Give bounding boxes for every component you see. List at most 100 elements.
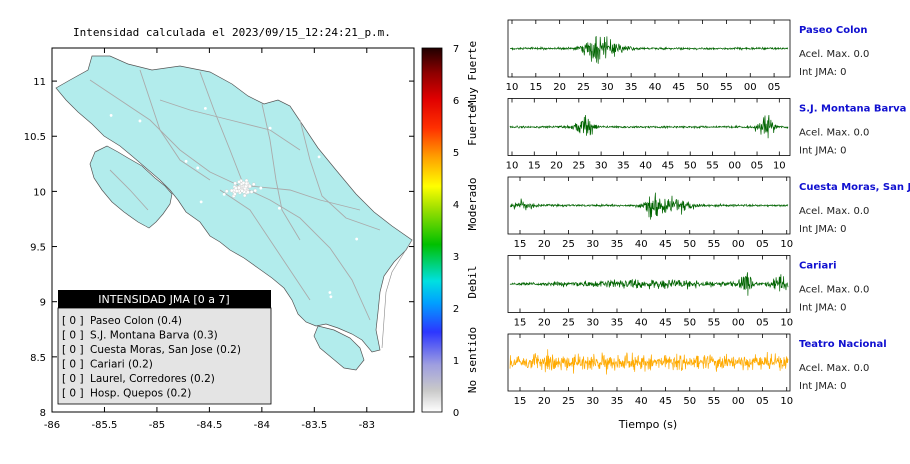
station-point <box>249 190 254 194</box>
station-jma: Int JMA: 0 <box>799 303 847 314</box>
waveform-panel: 15 20 25 30 35 40 45 50 55 00 05 10 Cuesta Moras, Sa… <box>507 176 910 250</box>
colorbar-tick-label: 2 <box>453 304 459 315</box>
station-point <box>110 281 114 285</box>
station-point <box>240 189 244 193</box>
waveform-trace <box>509 114 789 139</box>
station-point <box>229 188 234 193</box>
station-point <box>355 338 359 341</box>
station-accel: Acel. Max. 0.0 <box>799 285 869 296</box>
station-point <box>278 296 282 300</box>
station-point <box>234 189 239 193</box>
station-jma: Int JMA: 0 <box>799 146 847 157</box>
waveform-tick-label: 35 <box>625 82 638 93</box>
waveform-tick-label: 55 <box>708 396 721 407</box>
station-point <box>342 137 346 141</box>
waveform-tick-label: 00 <box>728 161 741 172</box>
waveform-tick-label: 55 <box>720 82 733 93</box>
waveform-tick-label: 30 <box>595 161 608 172</box>
station-point <box>262 89 266 92</box>
waveform-tick-label: 30 <box>586 239 599 250</box>
station-point <box>259 186 263 190</box>
station-accel: Acel. Max. 0.0 <box>799 128 869 139</box>
station-point <box>203 106 207 110</box>
waveform-tick-label: 40 <box>635 239 648 250</box>
map-y-tick-label: 11 <box>33 77 46 88</box>
waveform-tick-label: 10 <box>506 82 519 93</box>
station-point <box>180 284 184 288</box>
waveform-tick-label: 05 <box>751 161 764 172</box>
waveform-trace <box>509 35 788 64</box>
waveform-tick-label: 20 <box>538 318 551 329</box>
legend-entry-label: Paseo Colon (0.4) <box>90 315 182 327</box>
waveform-tick-label: 30 <box>601 82 614 93</box>
legend-entry-level: [ 0 ] <box>62 344 84 356</box>
station-point <box>260 283 263 287</box>
colorbar-tick-label: 6 <box>453 96 459 107</box>
station-point <box>244 178 249 183</box>
road-line <box>249 185 361 211</box>
waveform-tick-label: 00 <box>732 318 745 329</box>
road-line <box>109 169 149 211</box>
nicoya-peninsula-land <box>89 145 173 229</box>
station-name: Teatro Nacional <box>799 339 887 350</box>
map-y-tick-label: 10.5 <box>24 132 46 143</box>
waveform-tick-label: 55 <box>708 318 721 329</box>
station-point <box>355 237 359 241</box>
waveform-trace <box>509 272 789 296</box>
waveform-panel: 15 20 25 30 35 40 45 50 55 00 05 10 Teatro Nacional A… <box>507 333 887 407</box>
waveform-tick-label: 10 <box>780 396 793 407</box>
waveform-tick-label: 25 <box>577 82 590 93</box>
waveform-tick-label: 45 <box>659 239 672 250</box>
station-jma: Int JMA: 0 <box>799 67 847 78</box>
station-points <box>90 80 374 341</box>
road-line <box>159 99 301 151</box>
waveform-trace <box>509 192 789 220</box>
colorbar-ticks: 7 6 5 4 3 2 1 0 <box>453 44 459 419</box>
station-point <box>224 189 229 193</box>
station-point <box>268 126 272 130</box>
colorbar-tick-label: 4 <box>453 200 459 211</box>
station-point <box>254 85 258 89</box>
waveform-tick-label: 50 <box>683 239 696 250</box>
waveform-tick-label: 35 <box>611 396 624 407</box>
legend-entry-label: Cuesta Moras, San Jose (0.2) <box>90 344 241 356</box>
station-point <box>138 119 142 123</box>
road-line <box>261 103 301 241</box>
waveform-tick-label: 15 <box>528 161 541 172</box>
road-line <box>139 69 211 181</box>
station-point <box>268 85 271 89</box>
station-point <box>246 190 250 194</box>
waveform-panel: 10 15 20 25 30 35 40 45 50 55 00 05 10 S.J. Montana B… <box>506 98 906 172</box>
waveform-tick-label: 50 <box>683 396 696 407</box>
waveform-tick-label: 45 <box>659 396 672 407</box>
waveform-tick-label: 50 <box>684 161 697 172</box>
station-point <box>199 200 203 204</box>
waveform-tick-label: 25 <box>572 161 585 172</box>
waveform-tick-label: 20 <box>553 82 566 93</box>
waveform-tick-label: 05 <box>756 396 769 407</box>
map-y-tick-label: 8.5 <box>30 353 46 364</box>
legend-entries: [ 0 ] Paseo Colon (0.4) [ 0 ] S.J. Montana … <box>62 315 241 400</box>
station-point <box>237 185 241 190</box>
station-point <box>120 251 123 255</box>
waveform-tick-label: 40 <box>635 318 648 329</box>
waveform-tick-label: 30 <box>586 396 599 407</box>
waveform-panel: 15 20 25 30 35 40 45 50 55 00 05 10 Cariari Acel. Max… <box>507 255 869 329</box>
waveform-tick-label: 50 <box>696 82 709 93</box>
map-x-tick-label: -85.5 <box>92 420 118 431</box>
station-accel: Acel. Max. 0.0 <box>799 206 869 217</box>
waveform-tick-label: 15 <box>529 82 542 93</box>
waveform-tick-label: 45 <box>672 82 685 93</box>
colorbar-tick-label: 1 <box>453 356 459 367</box>
legend-title-bar <box>58 290 271 308</box>
legend-entry-label: Cariari (0.2) <box>90 359 153 371</box>
waveform-tick-label: 45 <box>659 318 672 329</box>
station-point <box>288 300 291 304</box>
station-accel: Acel. Max. 0.0 <box>799 49 869 60</box>
colorbar-category-label: Muy Fuerte <box>466 41 479 107</box>
station-point <box>237 180 241 184</box>
waveform-panel: 10 15 20 25 30 35 40 45 50 55 00 05 Paseo Colon Acel.… <box>506 19 869 93</box>
waveform-tick-label: 55 <box>706 161 719 172</box>
waveform-tick-label: 25 <box>562 239 575 250</box>
